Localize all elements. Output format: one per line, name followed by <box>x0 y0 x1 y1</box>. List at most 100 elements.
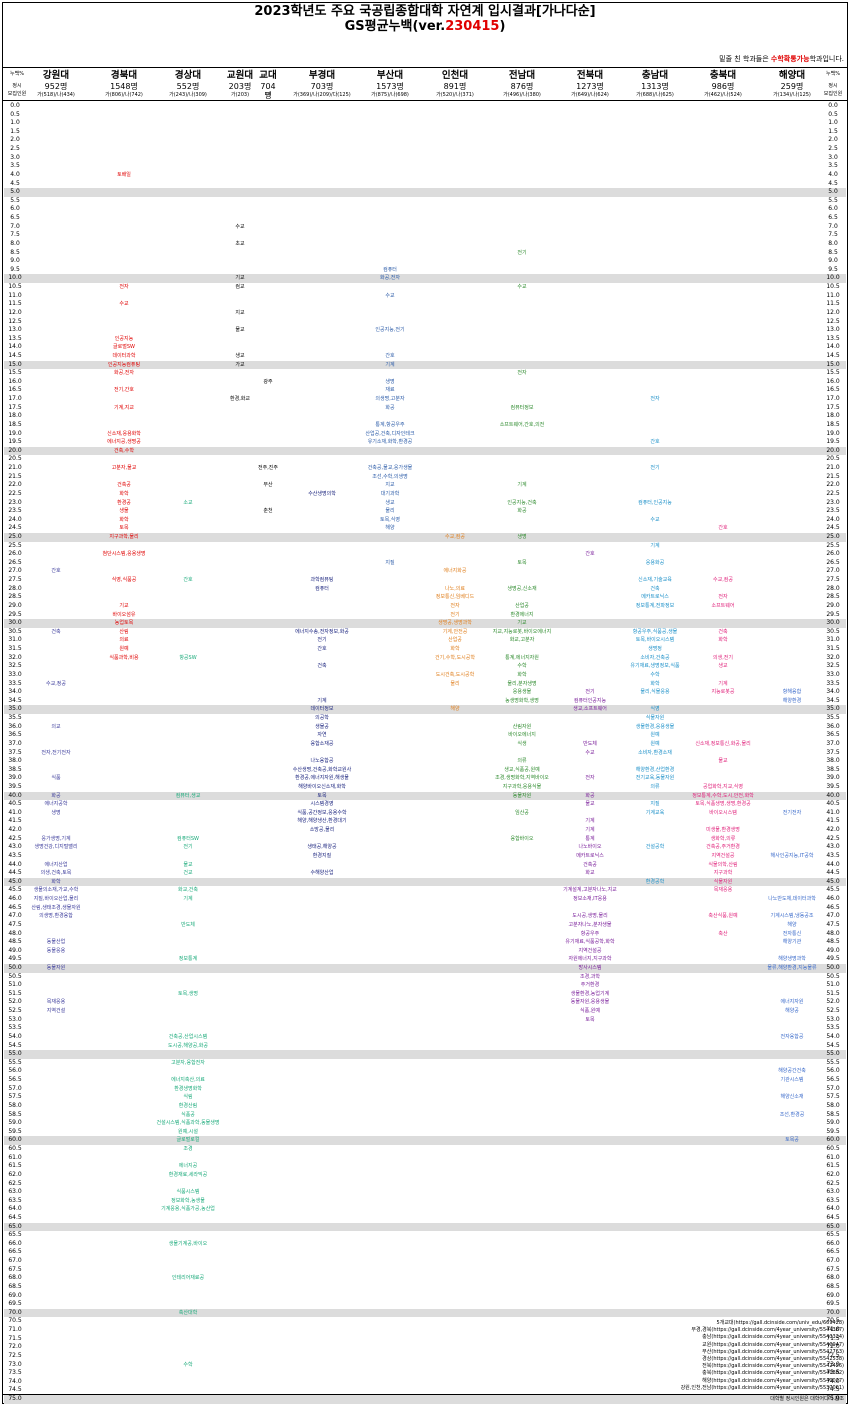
department-entry: 해양 <box>450 706 460 713</box>
department-entry: 산림 <box>119 628 129 635</box>
tick-left: 36.0 <box>8 722 22 730</box>
source-link[interactable]: 전북(https://gall.dcinside.com/4year_unive… <box>702 1363 844 1370</box>
percentile-row: 32.5 32.5 <box>4 662 846 671</box>
department-entry: 해양신소재 <box>780 1094 804 1101</box>
source-link[interactable]: 강원,인천,전남(https://gall.dcinside.com/4year… <box>680 1384 844 1391</box>
department-entry: 공업화학,지교,식영 <box>703 783 743 790</box>
tick-left: 27.5 <box>8 576 22 584</box>
university-count: 952명 <box>44 82 68 91</box>
tick-left: 44.0 <box>8 860 22 868</box>
percentile-row: 74.5 74.5 <box>4 1386 846 1395</box>
department-entry: 기계시스템,냉동공조 <box>770 913 814 920</box>
percentile-row: 71.5 71.5 <box>4 1335 846 1344</box>
percentile-row: 25.0 25.0 <box>4 533 846 542</box>
department-entry: 지구과학,응용식물 <box>502 783 542 790</box>
university-name: 부경대 <box>308 70 336 81</box>
department-entry: 물교 <box>718 758 728 765</box>
department-entry: 생물기계공,바이오 <box>168 1240 208 1247</box>
university-split: 가(688)/나(625) <box>636 92 674 98</box>
percentile-row: 33.5 33.5 <box>4 680 846 689</box>
department-entry: 목재응용 <box>46 999 66 1006</box>
department-entry: 화교,건축 <box>178 887 198 894</box>
department-entry: 간호 <box>385 352 395 359</box>
tick-left: 57.0 <box>8 1084 22 1092</box>
percentile-row: 51.5 51.5 <box>4 990 846 999</box>
department-entry: 식품 <box>51 775 61 782</box>
tick-right: 13.0 <box>826 326 840 334</box>
source-link[interactable]: 충북(https://gall.dcinside.com/4year_unive… <box>702 1370 844 1377</box>
tick-right: 44.0 <box>826 860 840 868</box>
source-link[interactable]: 해양(https://gall.dcinside.com/4year_unive… <box>702 1377 844 1384</box>
percentile-row: 62.5 62.5 <box>4 1180 846 1189</box>
tick-right: 39.5 <box>826 782 840 790</box>
department-entry: 기교 <box>235 275 245 282</box>
percentile-row: 13.5 13.5 <box>4 335 846 344</box>
percentile-row: 23.5 23.5 <box>4 507 846 516</box>
department-entry: 지능로봇공 <box>711 689 735 696</box>
university-split: 가(203) <box>230 92 250 98</box>
tick-left: 22.5 <box>8 489 22 497</box>
department-entry: 가교 <box>235 361 245 368</box>
tick-right: 23.0 <box>826 498 840 506</box>
tick-left: 46.5 <box>8 903 22 911</box>
tick-left: 59.0 <box>8 1119 22 1127</box>
percentile-row: 45.0 45.0 <box>4 877 846 887</box>
university-split: 가(875)/나(698) <box>371 92 409 98</box>
tick-left: 32.5 <box>8 662 22 670</box>
percentile-row: 46.5 46.5 <box>4 904 846 913</box>
university-split: 가(806)/나(742) <box>105 92 143 98</box>
tick-left: 0.0 <box>10 102 20 109</box>
department-entry: 수학 <box>650 671 660 678</box>
tick-left: 28.0 <box>8 584 22 592</box>
department-entry: 수교,컴공 <box>713 577 733 584</box>
percentile-row: 60.5 60.5 <box>4 1145 846 1154</box>
source-link[interactable]: 5개교대(https://gall.dcinside.com/univ_edu/… <box>716 1320 844 1326</box>
department-entry: 컴퓨터정보 <box>510 404 534 411</box>
tick-left: 13.5 <box>8 334 22 342</box>
department-entry: 반도체 <box>181 921 195 928</box>
tick-left: 0.5 <box>10 110 20 118</box>
department-entry: 환경공 <box>117 499 131 506</box>
tick-right: 60.0 <box>826 1136 840 1144</box>
percentile-row: 20.0 20.0 <box>4 446 846 456</box>
tick-left: 64.0 <box>8 1205 22 1213</box>
tick-left: 57.5 <box>8 1093 22 1101</box>
percentile-row: 65.0 65.0 <box>4 1222 846 1232</box>
department-entry: 바이오에너지 <box>508 732 536 739</box>
department-entry: 화공 <box>385 404 395 411</box>
department-entry: 응가생명,기계 <box>41 835 71 842</box>
source-link[interactable]: 교원(https://gall.dcinside.com/4year_unive… <box>702 1341 844 1348</box>
university-count: 259명 <box>780 82 804 91</box>
department-entry: 수교,컴공 <box>445 534 465 540</box>
tick-left: 23.5 <box>8 507 22 515</box>
department-entry: 화학 <box>718 637 728 644</box>
tick-right: 34.0 <box>826 688 840 696</box>
university-split: 가(243)/나(309) <box>169 92 207 98</box>
tick-left: 41.5 <box>8 817 22 825</box>
tick-right: 70.0 <box>826 1308 840 1316</box>
department-entry: 생교 <box>718 663 728 670</box>
percentile-row: 7.5 7.5 <box>4 231 846 240</box>
percentile-row: 11.5 11.5 <box>4 300 846 309</box>
department-entry: 도시공,생명,물리 <box>572 913 608 920</box>
percentile-row: 31.0 31.0 <box>4 636 846 645</box>
tick-right: 13.5 <box>826 334 840 342</box>
percentile-row: 70.5 70.5 <box>4 1317 846 1326</box>
tick-left: 27.0 <box>8 567 22 575</box>
source-link[interactable]: 충남(https://gall.dcinside.com/4year_unive… <box>702 1334 844 1341</box>
department-entry: 재료 <box>385 387 395 394</box>
source-link[interactable]: 경상(https://gall.dcinside.com/4year_unive… <box>702 1356 844 1362</box>
percentile-row: 11.0 11.0 <box>4 292 846 301</box>
tick-left: 58.0 <box>8 1101 22 1109</box>
tick-left: 65.0 <box>8 1222 22 1230</box>
source-link[interactable]: 부경,경북(https://gall.dcinside.com/4year_un… <box>691 1327 844 1334</box>
tick-left: 16.0 <box>8 377 22 385</box>
tick-left: 36.5 <box>8 731 22 739</box>
department-entry: 해양환경 <box>782 697 802 704</box>
percentile-row: 41.0 41.0 <box>4 809 846 818</box>
source-link[interactable]: 부산(https://gall.dcinside.com/4year_unive… <box>702 1348 844 1355</box>
department-entry: 의교 <box>51 723 61 730</box>
tick-right: 22.0 <box>826 481 840 489</box>
tick-left: 26.5 <box>8 558 22 566</box>
percentile-row: 47.5 47.5 <box>4 921 846 930</box>
